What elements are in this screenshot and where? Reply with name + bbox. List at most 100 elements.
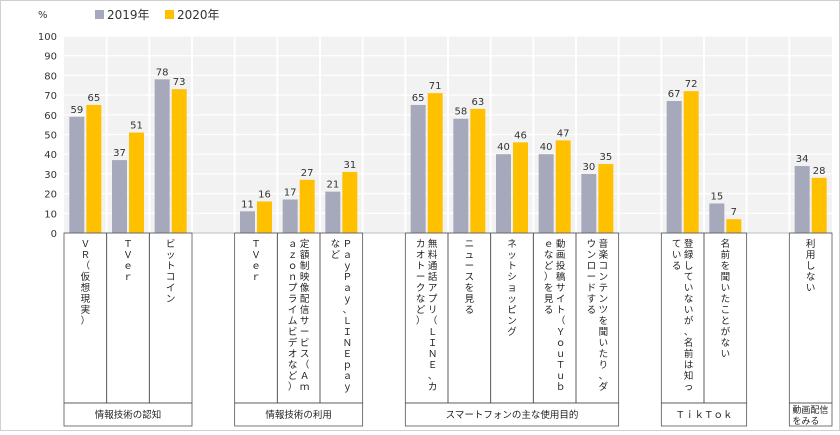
y-tick-label: 0: [51, 229, 57, 240]
y-tick-label: 10: [44, 209, 57, 220]
x-tick-char: Ｔ: [123, 239, 133, 250]
x-tick-char: ｎ: [288, 272, 298, 283]
group-label: 情報技術の利用: [265, 409, 332, 421]
x-tick-char: Ｖ: [81, 239, 91, 250]
bar: [794, 166, 810, 233]
x-tick-char: ｕ: [556, 349, 566, 360]
x-tick-char: ｏ: [288, 261, 298, 272]
x-tick-char: ト: [166, 261, 176, 272]
data-label: 37: [113, 148, 126, 159]
data-label: 28: [813, 166, 826, 177]
x-tick-char: い: [806, 283, 816, 294]
x-tick-char: 名: [721, 238, 731, 250]
x-tick-char: コ: [599, 261, 609, 272]
x-tick-char: て: [672, 239, 682, 250]
x-tick-char: ｕ: [556, 371, 566, 382]
x-tick-char: ッ: [507, 294, 517, 305]
x-tick-char: 仮: [81, 271, 91, 283]
x-tick-char: ｐ: [343, 360, 353, 371]
x-tick-char: ｒ: [123, 272, 133, 283]
data-label: 78: [156, 67, 169, 78]
category-cell: [575, 232, 620, 404]
x-tick-char: プ: [288, 283, 298, 294]
y-tick-label: 50: [44, 131, 57, 142]
group-cell: [660, 402, 748, 427]
x-tick-char: 知: [684, 370, 694, 382]
category-cell: [532, 232, 577, 404]
x-tick-char: は: [684, 360, 694, 371]
x-tick-char: た: [721, 294, 731, 305]
bar: [555, 140, 571, 233]
x-tick-char: ピ: [507, 305, 517, 316]
bar: [410, 104, 426, 233]
x-tick-char: 利: [806, 238, 816, 250]
x-tick-char: ｏ: [556, 338, 566, 349]
x-tick-char: ト: [507, 261, 517, 272]
data-label: 72: [685, 79, 698, 90]
x-tick-char: 、: [684, 327, 694, 338]
y-tick-label: 80: [44, 71, 57, 82]
x-tick-char: 想: [81, 282, 91, 294]
x-tick-char: が: [684, 315, 694, 327]
x-tick-char: ス: [465, 272, 475, 283]
x-tick-char: ト: [556, 305, 566, 316]
x-tick-char: な: [684, 294, 694, 305]
x-tick-char: ｅ: [123, 261, 133, 272]
x-tick-char: 定: [300, 238, 310, 250]
x-tick-char: を: [599, 316, 609, 327]
x-tick-char: 動: [556, 239, 566, 250]
x-tick-char: ｂ: [556, 381, 566, 393]
data-label: 35: [599, 152, 612, 163]
x-tick-char: ー: [300, 327, 310, 338]
x-tick-char: た: [599, 349, 609, 360]
x-tick-char: ｍ: [300, 382, 310, 393]
x-tick-char: カ: [428, 382, 438, 393]
x-tick-char: Ａ: [300, 371, 310, 382]
data-label: 27: [301, 168, 314, 179]
x-tick-char: ア: [428, 283, 438, 294]
x-tick-char: ッ: [507, 250, 517, 261]
x-tick-char: ト: [416, 261, 426, 272]
group-label: スマートフォンの主な使用目的: [446, 409, 579, 421]
x-tick-char: 前: [721, 249, 731, 261]
x-tick-char: 見: [544, 294, 554, 305]
x-tick-char: Ｖ: [251, 250, 261, 261]
bar: [240, 211, 255, 233]
x-tick-char: 、: [343, 305, 353, 316]
x-tick-char: 名: [684, 337, 694, 349]
x-tick-char: ）: [81, 315, 91, 327]
x-tick-char: オ: [288, 349, 298, 360]
x-tick-char: っ: [684, 382, 694, 393]
x-tick-char: る: [544, 305, 554, 316]
x-tick-char: ン: [166, 294, 176, 305]
data-label: 7: [731, 207, 737, 218]
x-tick-char: な: [416, 294, 426, 305]
x-tick-char: 稿: [556, 271, 566, 283]
x-tick-char: な: [331, 239, 341, 250]
x-tick-char: ー: [416, 272, 426, 283]
y-tick-label: 90: [44, 52, 57, 63]
x-tick-char: な: [544, 250, 554, 261]
data-label: 65: [412, 93, 425, 104]
x-tick-char: な: [806, 272, 816, 283]
group-label: 動画配信: [792, 404, 828, 416]
data-label: 40: [497, 142, 510, 153]
data-label: 40: [540, 142, 553, 153]
legend-label: 2020年: [177, 8, 220, 22]
x-tick-char: ｅ: [544, 239, 554, 250]
bar: [325, 191, 341, 233]
bar: [112, 160, 127, 233]
category-cell: [404, 232, 449, 404]
x-tick-char: が: [721, 326, 731, 338]
x-tick-char: と: [721, 316, 731, 327]
x-tick-char: ク: [416, 283, 426, 294]
data-label: 73: [173, 77, 186, 88]
x-tick-char: る: [587, 305, 597, 316]
data-label: 31: [343, 160, 356, 171]
x-tick-char: 話: [428, 271, 438, 283]
